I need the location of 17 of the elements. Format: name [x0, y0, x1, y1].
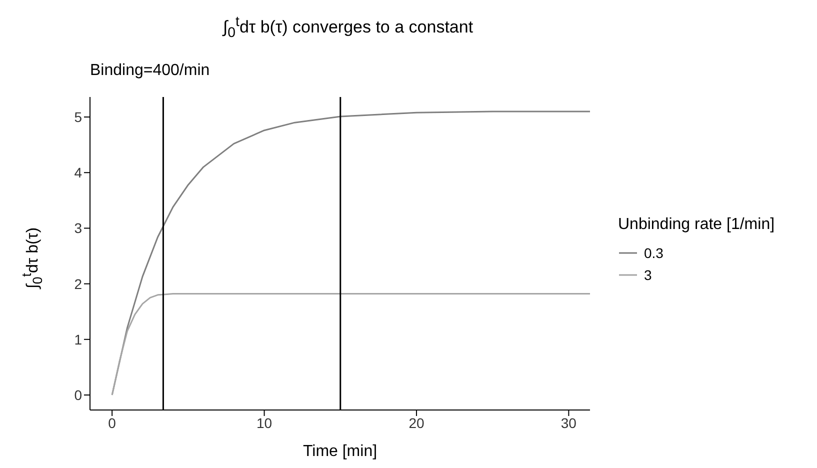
x-axis-title: Time [min]	[302, 443, 378, 460]
y-tick-label: 0	[74, 386, 82, 403]
y-tick-label: 4	[74, 164, 82, 181]
y-tick-label: 1	[74, 331, 82, 348]
chart-title: ∫$_{0}$$^{t}$dτ b(τ) converges to a constant	[221, 14, 474, 42]
legend-label: 0.3	[644, 245, 664, 261]
chart-subtitle: Binding=400/min	[90, 62, 210, 80]
legend-title: Unbinding rate [1/min]	[618, 216, 775, 234]
x-tick-label: 20	[408, 414, 424, 431]
x-tick-label: 0	[108, 414, 116, 431]
y-tick-label: 3	[74, 220, 82, 236]
line-series	[111, 293, 590, 396]
y-tick-label: 2	[74, 276, 82, 292]
x-tick-label: 10	[256, 414, 272, 431]
y-tick-label: 5	[74, 108, 82, 125]
legend-label: 3	[644, 267, 652, 283]
x-tick-label: 30	[560, 414, 577, 431]
